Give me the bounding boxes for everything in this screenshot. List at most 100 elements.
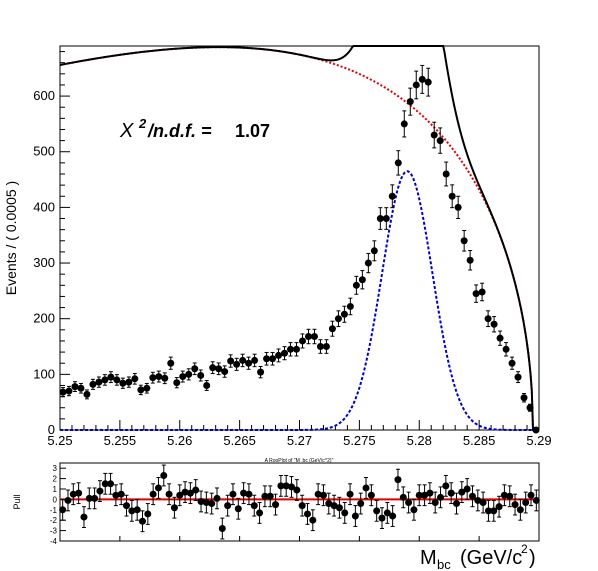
data-point bbox=[364, 252, 372, 274]
pull-point bbox=[96, 480, 104, 502]
pull-point bbox=[75, 482, 83, 505]
data-marker bbox=[442, 170, 450, 178]
pull-point bbox=[437, 486, 445, 509]
pull-marker bbox=[160, 471, 168, 479]
pull-point bbox=[399, 486, 407, 509]
data-point bbox=[496, 330, 504, 346]
pull-point bbox=[107, 472, 115, 495]
pull-point bbox=[197, 490, 205, 513]
pull-marker bbox=[511, 501, 519, 509]
data-point bbox=[179, 370, 187, 383]
data-marker bbox=[526, 404, 534, 412]
data-marker bbox=[263, 355, 271, 363]
pull-marker bbox=[165, 490, 173, 498]
pull-point bbox=[426, 482, 434, 505]
y-tick-label: 400 bbox=[33, 199, 55, 214]
data-point bbox=[310, 328, 318, 345]
pull-axes: -4-3 -2-1 012 3 bbox=[50, 464, 540, 546]
pull-marker bbox=[437, 493, 445, 501]
data-point bbox=[532, 426, 540, 434]
pull-y-tick-label: 0 bbox=[53, 495, 58, 504]
data-marker bbox=[406, 98, 414, 106]
pull-marker bbox=[346, 490, 354, 498]
data-point bbox=[281, 346, 289, 361]
pull-marker bbox=[522, 499, 530, 507]
pull-marker bbox=[64, 496, 72, 504]
pull-point bbox=[80, 506, 88, 528]
data-marker bbox=[113, 376, 121, 384]
pull-point bbox=[495, 495, 503, 518]
data-point bbox=[394, 150, 402, 176]
data-marker bbox=[316, 343, 324, 351]
pull-marker bbox=[107, 480, 115, 488]
data-marker bbox=[370, 247, 378, 255]
pull-marker bbox=[133, 506, 141, 514]
data-point bbox=[167, 356, 175, 370]
data-point bbox=[83, 389, 91, 400]
pull-marker bbox=[218, 525, 226, 533]
pull-point bbox=[229, 483, 237, 506]
data-marker bbox=[364, 259, 372, 267]
data-point bbox=[185, 368, 193, 381]
pull-point bbox=[69, 483, 77, 506]
pull-marker bbox=[447, 489, 455, 497]
pull-point bbox=[527, 484, 535, 507]
pull-marker bbox=[431, 499, 439, 507]
data-marker bbox=[59, 388, 67, 396]
pull-point bbox=[245, 483, 253, 506]
pull-marker bbox=[500, 491, 508, 499]
pull-point bbox=[85, 487, 93, 510]
x-tick-label: 5.255 bbox=[104, 433, 137, 448]
pull-marker bbox=[463, 485, 471, 493]
data-point bbox=[478, 282, 486, 302]
data-marker bbox=[400, 120, 408, 128]
chi2-symbol: X bbox=[119, 120, 134, 142]
data-point bbox=[328, 320, 336, 337]
y-tick-label: 200 bbox=[33, 311, 55, 326]
pull-marker bbox=[351, 512, 359, 520]
pull-point bbox=[453, 492, 461, 515]
pull-marker bbox=[527, 491, 535, 499]
data-point bbox=[77, 382, 85, 394]
pull-marker bbox=[154, 484, 162, 492]
data-point bbox=[65, 385, 73, 397]
pull-marker bbox=[250, 502, 258, 510]
x-axis-title: M bc (GeV/c 2 ) bbox=[420, 542, 536, 571]
data-marker bbox=[287, 345, 295, 353]
data-point bbox=[107, 371, 115, 384]
pull-point bbox=[506, 485, 514, 508]
data-marker bbox=[412, 81, 420, 89]
x-axis-title-subscript: bc bbox=[437, 557, 451, 571]
pull-marker bbox=[202, 499, 210, 507]
pull-marker bbox=[282, 482, 290, 490]
pull-marker bbox=[208, 500, 216, 508]
data-marker bbox=[239, 356, 247, 364]
pull-point bbox=[117, 483, 125, 506]
pull-point bbox=[165, 483, 173, 506]
data-point bbox=[514, 371, 522, 384]
pull-point bbox=[346, 483, 354, 506]
pull-point bbox=[128, 499, 136, 522]
data-marker bbox=[251, 356, 259, 364]
data-marker bbox=[382, 215, 390, 223]
pull-marker bbox=[373, 507, 381, 515]
data-marker bbox=[358, 276, 366, 284]
data-marker bbox=[310, 333, 318, 341]
pull-marker bbox=[181, 488, 189, 496]
pull-point bbox=[149, 483, 157, 506]
pull-marker bbox=[335, 504, 343, 512]
pull-marker bbox=[186, 489, 194, 497]
data-point bbox=[149, 371, 157, 384]
pull-point bbox=[335, 496, 343, 519]
pull-marker bbox=[303, 510, 311, 518]
data-marker bbox=[95, 378, 103, 386]
data-point bbox=[215, 362, 223, 376]
pull-point bbox=[532, 489, 540, 512]
data-marker bbox=[293, 345, 301, 353]
pull-marker bbox=[410, 506, 418, 514]
pull-point bbox=[351, 505, 359, 527]
data-marker bbox=[221, 368, 229, 376]
pull-point bbox=[192, 479, 200, 501]
data-point bbox=[173, 377, 181, 389]
